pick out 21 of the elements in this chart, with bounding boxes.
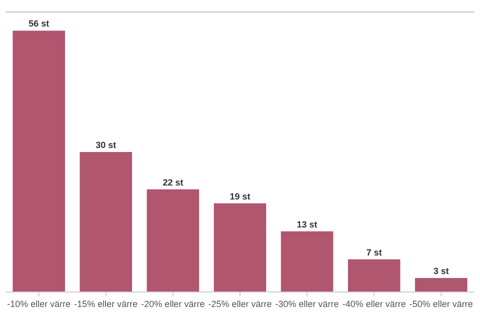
data-label: 56 st xyxy=(28,18,50,29)
data-label: 7 st xyxy=(366,247,382,258)
bar xyxy=(146,189,200,292)
bar xyxy=(214,203,266,292)
x-tick-label: -15% eller värre xyxy=(74,299,138,309)
data-label: 30 st xyxy=(96,140,116,150)
data-label: 13 st xyxy=(296,219,318,230)
data-label: 22 st xyxy=(162,177,184,188)
bar xyxy=(348,259,400,292)
bar xyxy=(280,231,334,292)
x-tick-label: -40% eller värre xyxy=(342,299,406,309)
x-tick-label: -30% eller värre xyxy=(275,299,339,309)
data-label: 3 st xyxy=(433,266,449,276)
bar xyxy=(414,278,468,292)
x-tick-label: -20% eller värre xyxy=(141,299,205,309)
x-tick-label: -25% eller värre xyxy=(208,299,272,309)
x-tick-label: -10% eller värre xyxy=(7,299,71,309)
x-tick-label: -50% eller värre xyxy=(409,299,473,309)
bar xyxy=(80,152,132,292)
data-label: 19 st xyxy=(230,191,250,202)
bar xyxy=(12,30,66,292)
